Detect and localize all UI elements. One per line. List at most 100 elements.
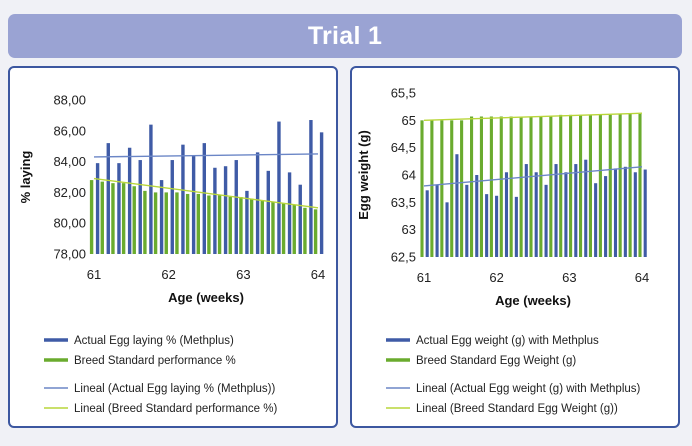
laying-chart: 78,00 80,00 82,00 84,00 86,00 88,00 61 62 63 64 Ag… (18, 93, 325, 416)
standard-bar (460, 120, 464, 257)
standard-bar (239, 197, 243, 254)
standard-bar (121, 183, 126, 254)
standard-bar (249, 198, 254, 254)
actual-bar (584, 159, 588, 257)
actual-bar (504, 172, 509, 257)
trial-title: Trial 1 (307, 21, 383, 50)
actual-bar (534, 172, 538, 257)
y-tick-label: 80,00 (53, 216, 86, 231)
actual-bar (633, 172, 637, 257)
standard-bar (281, 203, 286, 254)
actual-bar (319, 132, 324, 254)
standard-bar (111, 183, 115, 254)
actual-bar (277, 121, 281, 254)
y-tick-label: 86,00 (53, 123, 86, 138)
actual-bar (213, 167, 217, 254)
actual-bar (455, 154, 459, 257)
standard-bar (271, 201, 275, 254)
actual-bar (514, 196, 518, 257)
actual-bar (524, 164, 528, 257)
actual-bar (191, 155, 196, 254)
actual-bar (298, 184, 302, 254)
standard-bar (260, 200, 264, 254)
standard-bar (489, 116, 493, 257)
actual-bar (309, 120, 313, 254)
actual-bar (475, 175, 479, 257)
standard-bar (608, 114, 612, 257)
standard-bar (628, 113, 632, 257)
y-tick-label: 78,00 (53, 247, 86, 262)
x-tick-label: 62 (489, 270, 503, 285)
trial-banner: Trial 1 (8, 14, 682, 58)
standard-bar (579, 114, 583, 257)
legend-label: Breed Standard performance % (74, 355, 236, 367)
standard-bar (164, 192, 168, 254)
actual-bar (255, 152, 260, 254)
y-tick-label: 84,00 (53, 154, 86, 169)
standard-bar (470, 116, 474, 257)
legend-label: Lineal (Breed Standard performance %) (74, 403, 277, 415)
actual-bar (223, 166, 228, 254)
actual-bar (234, 160, 238, 254)
actual-bar (202, 143, 206, 254)
standard-bar (228, 197, 232, 254)
actual-bar (574, 164, 578, 257)
standard-bar (207, 195, 211, 254)
actual-bar (623, 166, 627, 257)
standard-trendline (423, 112, 643, 122)
legend-label: Breed Standard Egg Weight (g) (416, 355, 576, 367)
standard-bar (588, 114, 592, 257)
standard-bar (598, 114, 602, 257)
legend-label: Actual Egg weight (g) with Methplus (416, 335, 599, 347)
actual-bar (425, 190, 429, 257)
actual-bar (445, 202, 449, 257)
standard-bar (509, 116, 513, 257)
actual-bar (159, 180, 164, 254)
actual-bar (138, 160, 142, 254)
legend-label: Actual Egg laying % (Methplus) (74, 335, 234, 347)
y-tick-label: 64,5 (391, 140, 416, 155)
legend-label: Lineal (Actual Egg laying % (Methplus)) (74, 383, 276, 395)
actual-bar (465, 184, 469, 257)
y-tick-label: 82,00 (53, 185, 86, 200)
laying-chart-panel: 78,00 80,00 82,00 84,00 86,00 88,00 61 62 63 64 Ag… (8, 66, 338, 428)
standard-bar (132, 186, 136, 254)
actual-bar (485, 194, 489, 257)
standard-bar (618, 113, 622, 257)
x-tick-label: 64 (635, 270, 649, 285)
standard-bar (430, 120, 434, 257)
x-tick-label: 61 (87, 267, 101, 282)
actual-bar (594, 183, 598, 257)
legend-label: Lineal (Breed Standard Egg Weight (g)) (416, 403, 618, 415)
standard-bar (217, 195, 222, 254)
standard-bar (440, 120, 444, 257)
x-tick-label: 63 (562, 270, 576, 285)
y-axis-title: % laying (18, 151, 33, 204)
standard-bar (89, 180, 94, 254)
standard-bar (559, 114, 563, 257)
standard-bar (529, 116, 533, 257)
standard-bar (420, 120, 424, 257)
standard-bar (185, 193, 190, 254)
actual-trendline (93, 153, 319, 158)
standard-bar (303, 207, 307, 254)
standard-bar (196, 193, 200, 254)
standard-bar (313, 209, 318, 254)
y-axis-title: Egg weight (g) (356, 130, 371, 220)
standard-bar (175, 192, 179, 254)
standard-bar (292, 204, 296, 254)
y-tick-label: 62,5 (391, 250, 416, 265)
y-tick-label: 63,5 (391, 195, 416, 210)
standard-bar (143, 190, 147, 254)
legend-label: Lineal (Actual Egg weight (g) with Methp… (416, 383, 641, 395)
standard-bar (499, 116, 503, 257)
y-tick-label: 64 (402, 168, 416, 183)
standard-bar (638, 113, 642, 257)
actual-bar (149, 124, 153, 254)
actual-bar (604, 176, 608, 257)
actual-bar (435, 184, 439, 257)
actual-bar (564, 172, 568, 257)
x-tick-label: 62 (161, 267, 175, 282)
actual-trendline (423, 166, 643, 187)
actual-bar (544, 184, 548, 257)
